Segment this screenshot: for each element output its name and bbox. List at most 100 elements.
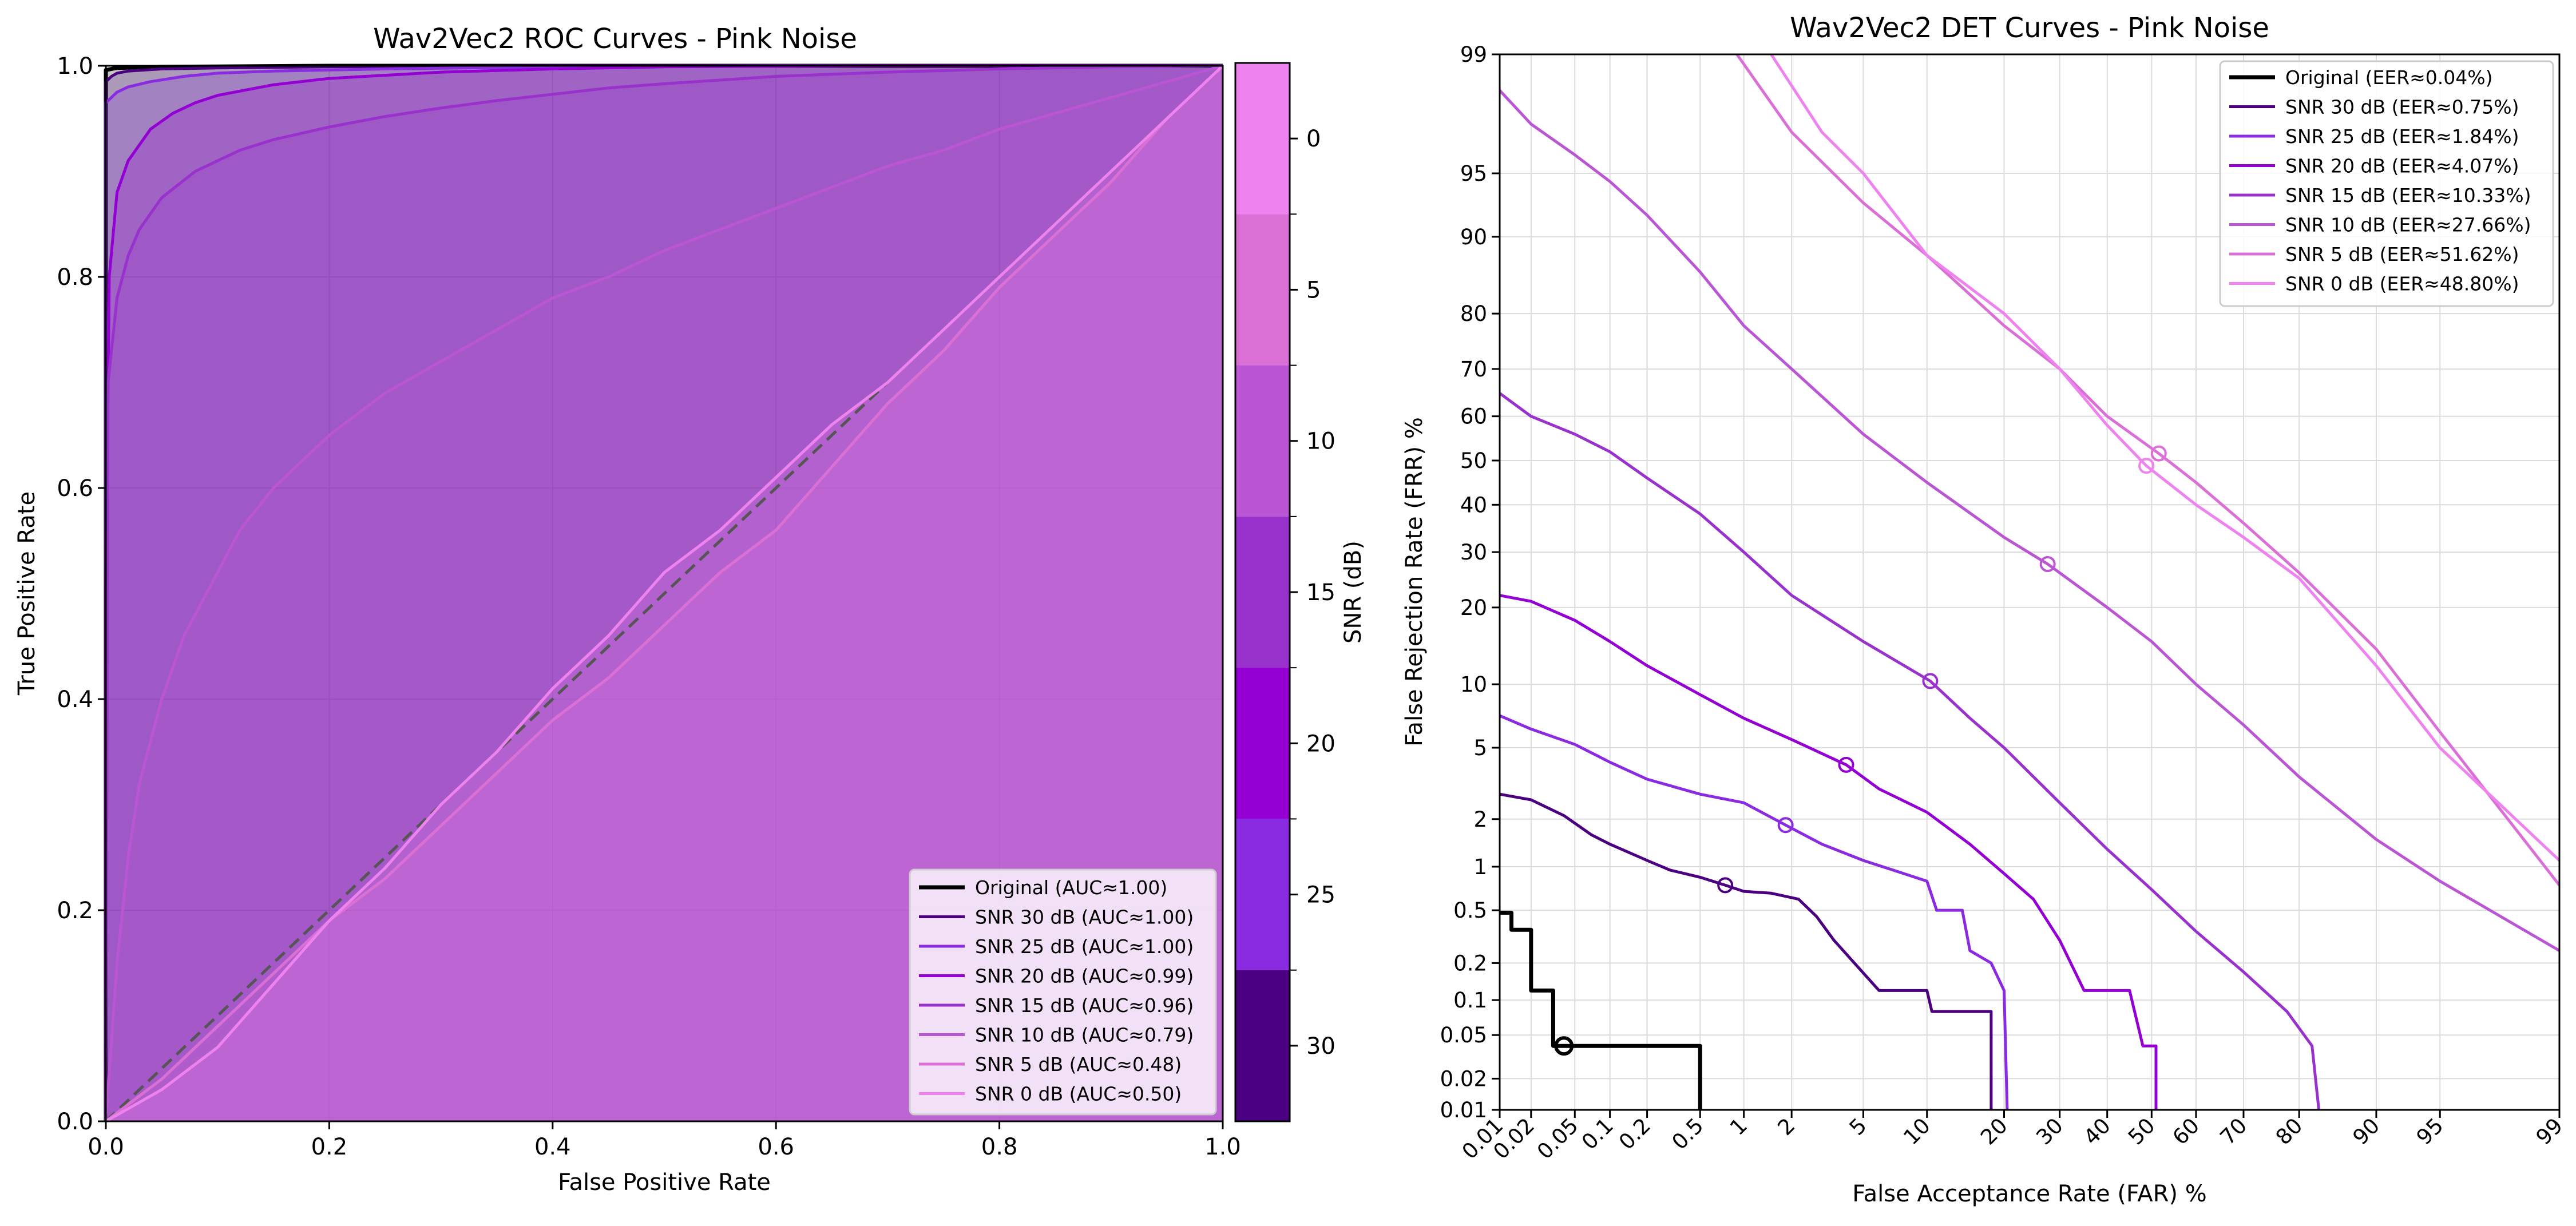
det-x-tick-label: 80: [2271, 1113, 2308, 1150]
det-y-tick-label: 2: [1473, 807, 1487, 832]
det-eer-marker-snr-10-db: [2039, 556, 2056, 572]
det-x-tick-label: 0.2: [1614, 1113, 1655, 1154]
det-x-tick-label: 99: [2531, 1113, 2568, 1150]
roc-plot-frame: [105, 65, 1224, 1122]
det-y-tick-label: 95: [1460, 161, 1487, 186]
colorbar-segment: [1235, 970, 1290, 1121]
det-x-tick-label: 2: [1773, 1113, 1800, 1140]
roc-x-tick-label: 0.6: [758, 1134, 794, 1160]
det-y-tick-label: 40: [1460, 493, 1487, 517]
det-y-tick-label: 60: [1460, 404, 1487, 429]
det-curve-snr-10-db: [1499, 89, 2561, 952]
det-plot-frame: [1499, 53, 2561, 1111]
det-y-tick-label: 80: [1460, 301, 1487, 326]
roc-legend-label: SNR 20 dB (AUC≈0.99): [975, 965, 1194, 987]
colorbar-segment: [1235, 365, 1290, 517]
roc-legend-label: SNR 15 dB (AUC≈0.96): [975, 994, 1194, 1017]
roc-curve-snr-15-db: [104, 64, 1223, 1122]
det-curve-snr-15-db: [1499, 392, 2321, 1110]
det-eer-markers: [1554, 445, 2167, 1056]
roc-fill-snr-5-db: [106, 66, 1223, 1121]
det-x-tick-label: 40: [2079, 1113, 2115, 1150]
colorbar-tick-label: 20: [1306, 731, 1335, 757]
det-y-tick-label: 1: [1473, 855, 1487, 879]
det-curve-snr-20-db: [1499, 594, 2158, 1110]
det-legend-label: SNR 0 dB (EER≈48.80%): [2285, 273, 2519, 295]
det-x-tick-label: 0.05: [1532, 1113, 1583, 1164]
roc-curve-snr-20-db: [104, 64, 1223, 1121]
det-y-tick-label: 70: [1460, 357, 1487, 382]
det-x-tick-label: 70: [2216, 1113, 2252, 1150]
roc-x-tick-label: 0.2: [311, 1134, 348, 1160]
roc-legend-label: SNR 30 dB (AUC≈1.00): [975, 906, 1194, 929]
det-curves: [1499, 53, 2561, 1110]
roc-curve-snr-5-db: [105, 65, 1224, 1122]
det-y-tick-label: 30: [1460, 540, 1487, 565]
det-x-tick-label: 90: [2348, 1113, 2385, 1150]
roc-legend-box: [909, 868, 1217, 1116]
colorbar-tick-label: 15: [1306, 580, 1335, 606]
det-y-axis-label: False Rejection Rate (FRR) %: [1401, 417, 1428, 747]
det-eer-marker-snr-25-db: [1777, 817, 1794, 834]
det-x-tick-label: 60: [2168, 1113, 2205, 1150]
det-x-tick-label: 20: [1976, 1113, 2012, 1150]
det-eer-marker-snr-30-db: [1717, 877, 1734, 894]
roc-legend-label: SNR 10 dB (AUC≈0.79): [975, 1024, 1194, 1046]
det-legend-label: SNR 25 dB (EER≈1.84%): [2285, 125, 2519, 148]
colorbar-segment: [1235, 516, 1290, 668]
det-legend-label: SNR 5 dB (EER≈51.62%): [2285, 243, 2519, 265]
det-legend-label: Original (EER≈0.04%): [2285, 66, 2492, 89]
colorbar-label: SNR (dB): [1340, 541, 1366, 644]
roc-legend-label: Original (AUC≈1.00): [975, 876, 1167, 899]
roc-y-tick-label: 0.4: [57, 687, 93, 713]
det-eer-marker-snr-15-db: [1922, 673, 1939, 689]
det-y-tick-label: 10: [1460, 672, 1487, 697]
roc-y-tick-label: 0.0: [57, 1109, 93, 1135]
roc-y-tick-label: 0.2: [57, 898, 93, 924]
det-x-tick-label: 0.5: [1667, 1113, 1709, 1154]
colorbar-tick-label: 25: [1306, 882, 1335, 908]
det-curve-snr-25-db: [1499, 714, 2009, 1110]
det-panel: Wav2Vec2 DET Curves - Pink Noise 0.010.0…: [1401, 12, 2567, 1207]
roc-y-ticks: 0.0 0.2 0.4 0.6 0.8 1.0: [57, 53, 106, 1135]
roc-legend: Original (AUC≈1.00) SNR 30 dB (AUC≈1.00) S…: [909, 868, 1217, 1116]
det-curve-snr-0-db: [1770, 53, 2561, 862]
det-y-tick-label: 0.5: [1453, 898, 1487, 923]
det-curve-snr-5-db: [1735, 53, 2561, 886]
det-x-tick-label: 0.1: [1577, 1113, 1618, 1154]
colorbar-segment: [1235, 668, 1290, 819]
colorbar-segment: [1235, 63, 1290, 215]
det-y-tick-label: 0.2: [1453, 951, 1487, 975]
det-y-tick-label: 90: [1460, 225, 1487, 249]
roc-curve-snr-0-db: [105, 65, 1224, 1123]
roc-x-ticks: 0.0 0.2 0.4 0.6 0.8 1.0: [88, 1121, 1241, 1160]
det-legend: Original (EER≈0.04%) SNR 30 dB (EER≈0.75%…: [2219, 60, 2554, 307]
det-title: Wav2Vec2 DET Curves - Pink Noise: [1790, 12, 2269, 44]
det-x-axis-label: False Acceptance Rate (FAR) %: [1852, 1181, 2207, 1207]
roc-diagonal: [105, 65, 1224, 1122]
det-x-tick-label: 1: [1725, 1113, 1752, 1140]
roc-x-tick-label: 0.8: [981, 1134, 1018, 1160]
det-eer-marker-snr-20-db: [1838, 756, 1854, 773]
colorbar-tick-label: 5: [1306, 277, 1321, 303]
det-legend-label: SNR 15 dB (EER≈10.33%): [2285, 184, 2531, 207]
det-y-tick-label: 0.05: [1440, 1023, 1487, 1048]
det-legend-label: SNR 10 dB (EER≈27.66%): [2285, 214, 2531, 236]
det-curve-snr-30-db: [1499, 792, 1993, 1110]
roc-x-tick-label: 1.0: [1204, 1134, 1241, 1160]
det-x-tick-label: 30: [2031, 1113, 2068, 1150]
roc-y-tick-label: 0.6: [57, 475, 93, 502]
det-y-tick-label: 20: [1460, 596, 1487, 620]
colorbar-tick-label: 30: [1306, 1033, 1335, 1060]
det-y-tick-label: 5: [1473, 736, 1487, 760]
det-y-ticks: 0.01 0.02 0.05 0.1 0.2 0.5 1 2 5 10 20 30 40 50 60 70 80…: [1440, 42, 1500, 1122]
det-x-ticks: 0.010.020.050.10.2 0.5 1 2 5 10 20 30 40 50 60 70 80…: [1457, 1110, 2568, 1164]
roc-y-tick-label: 1.0: [57, 53, 93, 80]
colorbar-segment: [1235, 214, 1290, 366]
roc-x-axis-label: False Positive Rate: [558, 1169, 771, 1196]
det-x-tick-label: 50: [2123, 1113, 2160, 1150]
det-y-tick-label: 0.02: [1440, 1066, 1487, 1091]
roc-legend-label: SNR 5 dB (AUC≈0.48): [975, 1053, 1182, 1076]
roc-legend-label: SNR 25 dB (AUC≈1.00): [975, 935, 1194, 958]
